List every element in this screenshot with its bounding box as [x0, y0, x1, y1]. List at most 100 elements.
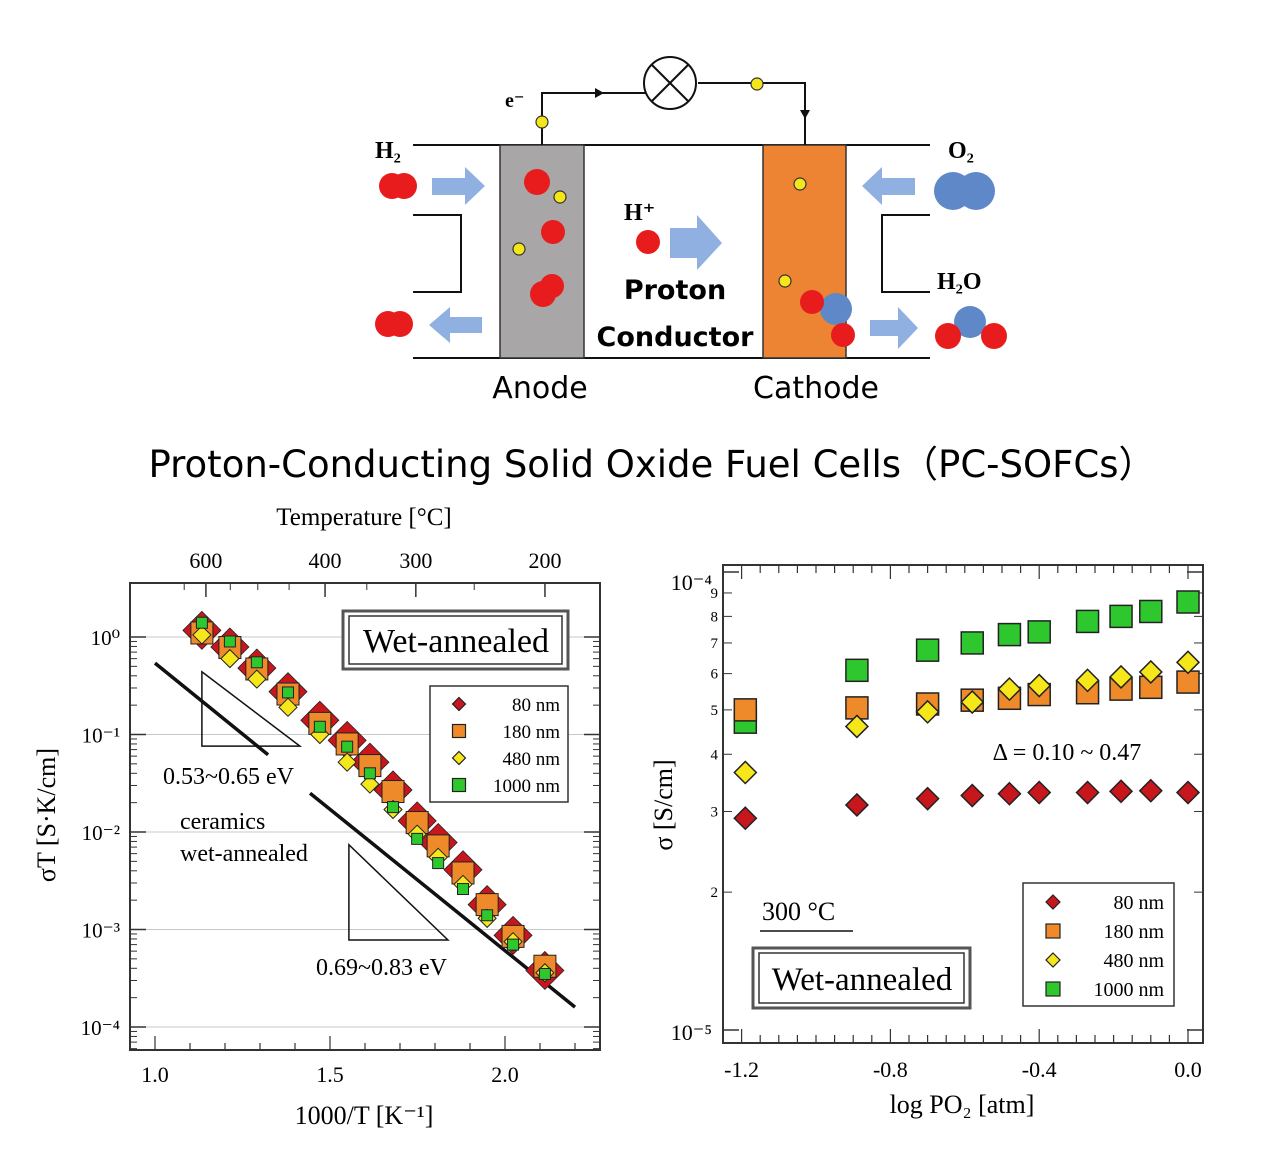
y-tick-label: 10⁻²: [82, 821, 120, 845]
y-minor-tick-label: 2: [711, 885, 719, 901]
axis-ticks: [722, 565, 1203, 1043]
y-tick-label: 10⁻⁴: [671, 570, 713, 595]
data-point-1000-nm: [507, 938, 520, 951]
legend-marker: [1045, 981, 1061, 997]
o2-label: O₂: [948, 138, 974, 164]
x-tick-label: 1.0: [141, 1062, 169, 1087]
data-point-480-nm: [247, 669, 267, 689]
y-tick-label: 10⁰: [91, 626, 120, 650]
conductor-label-line1: Proton: [624, 275, 726, 306]
x-tick-label: 1.5: [316, 1062, 344, 1087]
top-tick-label: 400: [309, 548, 342, 573]
legend-marker: [451, 696, 467, 712]
data-point-480-nm: [192, 625, 212, 645]
data-point-480-nm: [915, 699, 940, 724]
data-point-1000-nm: [997, 622, 1022, 647]
data-point-180-nm: [381, 780, 405, 804]
circuit-wire-right: [698, 82, 806, 145]
top-tick-label: 600: [189, 548, 222, 573]
legend: 80 nm 180 nm 480 nm 1000 nm: [1022, 882, 1175, 1007]
data-point-80-nm: [915, 786, 940, 811]
y-axis-label: σT [S·K/cm]: [32, 748, 61, 882]
data-point-80-nm: [1027, 780, 1052, 805]
y-tick-label: 10⁻¹: [82, 724, 120, 748]
h2o-label: H₂O: [937, 269, 982, 295]
hydrogen-molecule-icon: [379, 173, 417, 199]
x-tick-labels: -1.2 -0.8 -0.4 0.0: [724, 1057, 1202, 1082]
y-axis-label: σ [S/cm]: [649, 759, 678, 850]
data-point-480-nm: [1175, 650, 1201, 675]
top-axis-label: Temperature [°C]: [276, 504, 452, 531]
cathode-layer: [762, 144, 847, 359]
data-point-480-nm: [1075, 668, 1100, 693]
top-tick-labels: 600 400 300 200: [189, 548, 561, 573]
figure-title: Proton-Conducting Solid Oxide Fuel Cells…: [148, 443, 1155, 486]
activation-energy-label: 0.53~0.65 eV: [163, 764, 295, 790]
data-points: [182, 610, 565, 991]
condition-box: Wet-annealed: [751, 946, 972, 1010]
data-point-1000-nm: [1075, 609, 1100, 634]
o2-in-arrow-icon: [862, 167, 915, 205]
data-point-480-nm: [1138, 659, 1163, 685]
legend-label: 480 nm: [1103, 950, 1164, 972]
data-point-1000-nm: [250, 656, 263, 669]
delta-annotation: Δ = 0.10 ~ 0.47: [993, 740, 1142, 766]
data-point-480-nm: [220, 648, 240, 669]
data-point-1000-nm: [363, 767, 376, 780]
data-point-80-nm: [960, 783, 985, 808]
data-point-480-nm: [360, 774, 380, 794]
data-point-480-nm: [1108, 664, 1134, 690]
h2-out-arrow-icon: [429, 307, 482, 343]
condition-label: Wet-annealed: [363, 623, 549, 660]
conductor-label-line2: Conductor: [597, 322, 755, 353]
data-point-1000-nm: [411, 832, 424, 845]
legend-label: 1000 nm: [493, 776, 560, 797]
legend-label: 480 nm: [502, 749, 560, 770]
data-point-80-nm: [1075, 780, 1100, 805]
wet-annealed-label: wet-annealed: [180, 841, 308, 867]
x-tick-label: 2.0: [491, 1062, 519, 1087]
x-axis-label: 1000/T [K⁻¹]: [295, 1101, 434, 1130]
lamp-icon: [643, 56, 697, 110]
anode-channel: [413, 214, 462, 293]
slope-triangle: [348, 842, 450, 941]
data-point-1000-nm: [845, 658, 869, 683]
h2-in-arrow-icon: [432, 167, 485, 205]
y-minor-tick-label: 8: [711, 609, 719, 625]
cathode-channel: [881, 214, 930, 293]
data-point-480-nm: [844, 714, 869, 739]
water-forming-icon: [800, 290, 855, 347]
oxygen-molecule-icon: [934, 172, 995, 210]
y-minor-tick-label: 5: [711, 703, 719, 719]
y-minor-tick-label: 3: [711, 804, 719, 820]
y-tick-label: 10⁻⁵: [671, 1020, 712, 1045]
cathode-label: Cathode: [753, 371, 879, 406]
legend-marker: [1045, 923, 1061, 939]
anode-label: Anode: [492, 371, 587, 406]
data-point-80-nm: [997, 781, 1022, 806]
x-tick-label: -0.4: [1022, 1057, 1057, 1082]
legend-marker: [1045, 894, 1061, 910]
condition-box: Wet-annealed: [341, 609, 570, 671]
electron-icon: [512, 77, 807, 288]
data-point-1000-nm: [432, 857, 445, 870]
y-minor-tick-label: 6: [711, 667, 719, 683]
top-tick-label: 200: [528, 548, 561, 573]
data-point-1000-nm: [223, 635, 236, 648]
data-point-1000-nm: [1109, 604, 1133, 629]
proton-icon: [636, 230, 660, 254]
data-point-180-nm: [733, 698, 758, 722]
y-minor-tick-label: 7: [711, 636, 719, 652]
arrow-icon: [595, 88, 604, 98]
arrhenius-chart: 1.0 1.5 2.0 600 400 300 200 10⁰ 10⁻¹ 10⁻…: [32, 504, 601, 1130]
data-points: [733, 590, 1201, 831]
legend-label: 180 nm: [1103, 921, 1164, 943]
data-point-80-nm: [1138, 778, 1163, 803]
x-tick-label: -1.2: [724, 1057, 759, 1082]
x-tick-label: 0.0: [1174, 1057, 1202, 1082]
water-molecule-icon: [935, 306, 1007, 349]
legend-label: 80 nm: [1113, 892, 1164, 914]
y-tick-label: 10⁻³: [82, 919, 120, 943]
fuel-cell-diagram: H₂ O₂ H₂O e⁻ H⁺ Proton Conductor Anode C…: [148, 56, 1156, 486]
